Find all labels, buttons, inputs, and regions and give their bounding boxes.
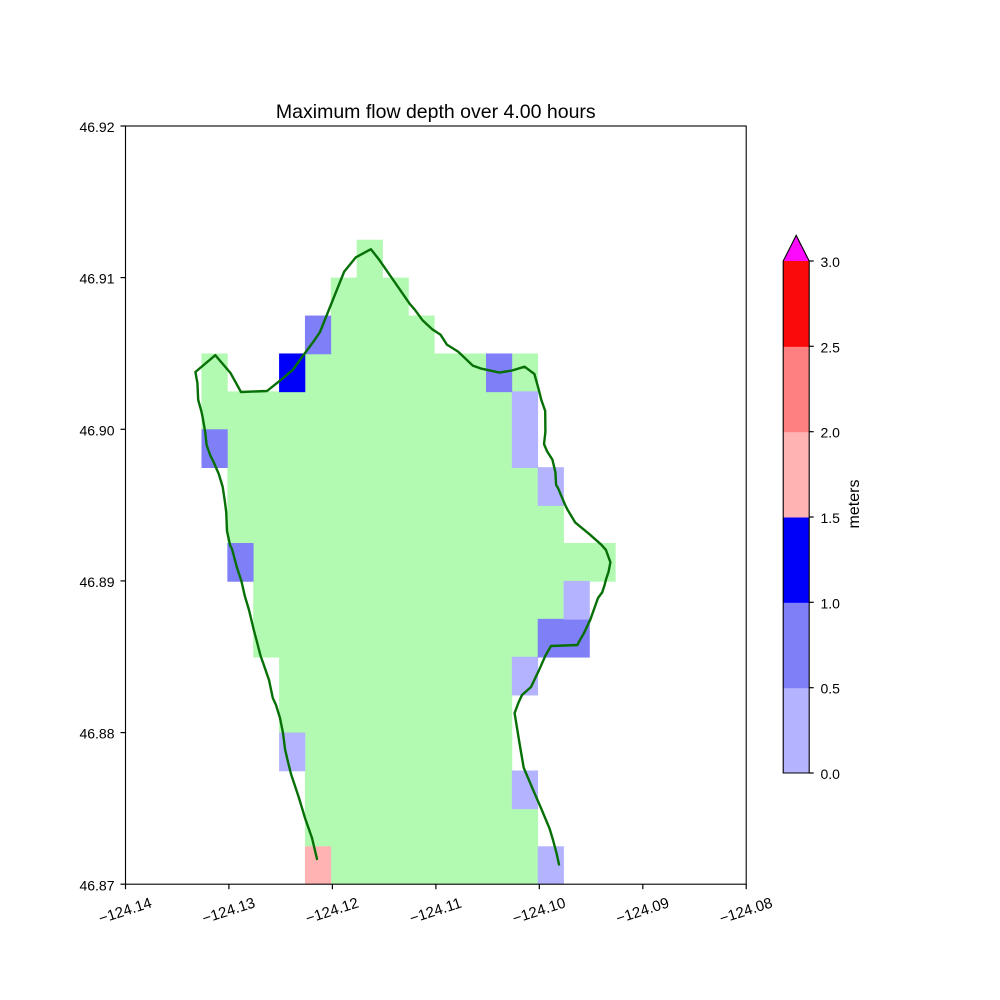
svg-text:2.0: 2.0: [821, 425, 841, 441]
svg-text:3.0: 3.0: [821, 254, 841, 270]
svg-text:46.92: 46.92: [79, 119, 114, 135]
svg-text:46.87: 46.87: [79, 877, 114, 893]
svg-text:46.90: 46.90: [79, 422, 114, 438]
svg-text:1.5: 1.5: [821, 510, 841, 526]
svg-text:1.0: 1.0: [821, 595, 841, 611]
svg-text:46.91: 46.91: [79, 271, 114, 287]
svg-text:0.0: 0.0: [821, 766, 841, 782]
svg-text:46.89: 46.89: [79, 574, 114, 590]
svg-text:2.5: 2.5: [821, 339, 841, 355]
svg-text:0.5: 0.5: [821, 681, 841, 697]
svg-text:46.88: 46.88: [79, 726, 114, 742]
svg-text:Maximum flow depth over 4.00 h: Maximum flow depth over 4.00 hours: [276, 101, 596, 123]
svg-text:meters: meters: [846, 480, 863, 529]
